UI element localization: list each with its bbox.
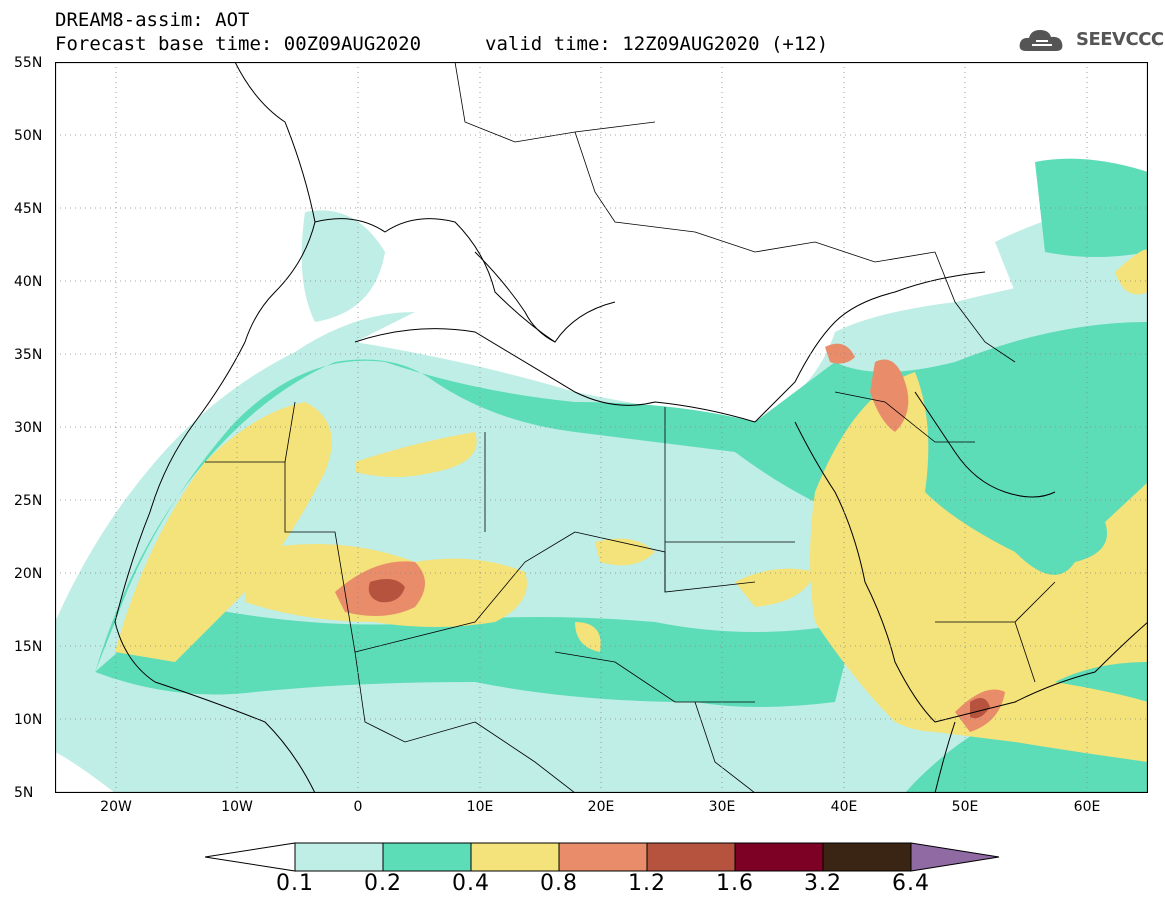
lat-label: 20N <box>14 566 43 582</box>
lat-label: 30N <box>14 420 43 436</box>
colorbar-label: 0.1 <box>276 871 314 896</box>
colorbar-label: 0.8 <box>540 871 578 896</box>
colorbar-bin <box>558 842 648 872</box>
logo-text: SEEVCCC <box>1076 29 1164 50</box>
aot-level-0.4 <box>115 249 1148 762</box>
lat-label: 10N <box>14 712 43 728</box>
colorbar-arrow-high <box>910 842 1000 872</box>
lon-label: 40E <box>830 799 858 815</box>
colorbar-label: 1.6 <box>716 871 754 896</box>
colorbar-label: 3.2 <box>804 871 842 896</box>
forecast-base-time: Forecast base time: 00Z09AUG2020 <box>55 33 422 55</box>
colorbar-bin <box>470 842 560 872</box>
graticule <box>55 62 1148 793</box>
lon-label: 0 <box>353 799 363 815</box>
country-borders <box>205 62 1056 793</box>
colorbar-bin <box>294 842 384 872</box>
colorbar-bin <box>382 842 472 872</box>
aot-map <box>55 62 1148 793</box>
colorbar-label: 0.2 <box>364 871 402 896</box>
lon-label: 60E <box>1073 799 1101 815</box>
aot-level-1.2 <box>368 578 990 719</box>
colorbar <box>205 842 1000 872</box>
lat-label: 55N <box>14 55 43 71</box>
lat-label: 50N <box>14 128 43 144</box>
colorbar-bin <box>734 842 824 872</box>
colorbar-bin <box>646 842 736 872</box>
lat-label: 35N <box>14 347 43 363</box>
lat-label: 45N <box>14 201 43 217</box>
valid-time: valid time: 12Z09AUG2020 (+12) <box>485 33 829 55</box>
lat-label: 25N <box>14 493 43 509</box>
seevccc-logo: SEEVCCC <box>1018 27 1164 55</box>
lat-label: 5N <box>14 785 34 801</box>
lon-label: 20W <box>100 799 132 815</box>
cloud-icon <box>1019 30 1063 51</box>
colorbar-bin <box>822 842 912 872</box>
lat-label: 40N <box>14 274 43 290</box>
colorbar-label: 6.4 <box>892 871 930 896</box>
lon-label: 20E <box>587 799 615 815</box>
colorbar-label: 0.4 <box>452 871 490 896</box>
lon-label: 10E <box>466 799 494 815</box>
colorbar-label: 1.2 <box>628 871 666 896</box>
lon-label: 30E <box>708 799 736 815</box>
colorbar-arrow-low <box>205 842 296 872</box>
map-title: DREAM8-assim: AOT <box>55 9 250 31</box>
lon-label: 50E <box>951 799 979 815</box>
lon-label: 10W <box>221 799 253 815</box>
lat-label: 15N <box>14 639 43 655</box>
coastlines <box>114 62 1148 793</box>
